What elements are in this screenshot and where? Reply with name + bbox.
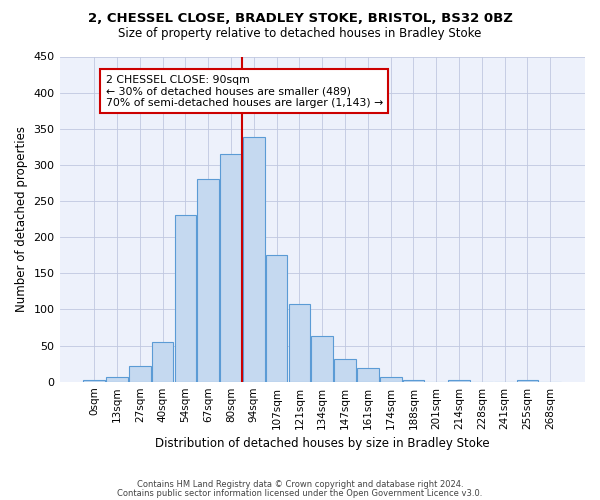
Bar (311, 336, 333, 382)
Bar (517, 380, 538, 382)
Bar (448, 380, 470, 382)
Text: 2, CHESSEL CLOSE, BRADLEY STOKE, BRISTOL, BS32 0BZ: 2, CHESSEL CLOSE, BRADLEY STOKE, BRISTOL… (88, 12, 512, 26)
Bar (197, 180, 219, 382)
Bar (152, 342, 173, 382)
Text: 2 CHESSEL CLOSE: 90sqm
← 30% of detached houses are smaller (489)
70% of semi-de: 2 CHESSEL CLOSE: 90sqm ← 30% of detached… (106, 74, 383, 108)
Bar (266, 255, 287, 382)
Text: Size of property relative to detached houses in Bradley Stoke: Size of property relative to detached ho… (118, 28, 482, 40)
Text: Contains HM Land Registry data © Crown copyright and database right 2024.: Contains HM Land Registry data © Crown c… (137, 480, 463, 489)
Bar (289, 304, 310, 382)
Bar (129, 366, 151, 382)
Y-axis label: Number of detached properties: Number of detached properties (15, 126, 28, 312)
Bar (106, 376, 128, 382)
Bar (243, 138, 265, 382)
Bar (357, 368, 379, 382)
Bar (83, 380, 105, 382)
Text: Contains public sector information licensed under the Open Government Licence v3: Contains public sector information licen… (118, 488, 482, 498)
Bar (334, 358, 356, 382)
Bar (403, 380, 424, 382)
X-axis label: Distribution of detached houses by size in Bradley Stoke: Distribution of detached houses by size … (155, 437, 490, 450)
Bar (220, 154, 242, 382)
Bar (380, 376, 401, 382)
Bar (175, 216, 196, 382)
